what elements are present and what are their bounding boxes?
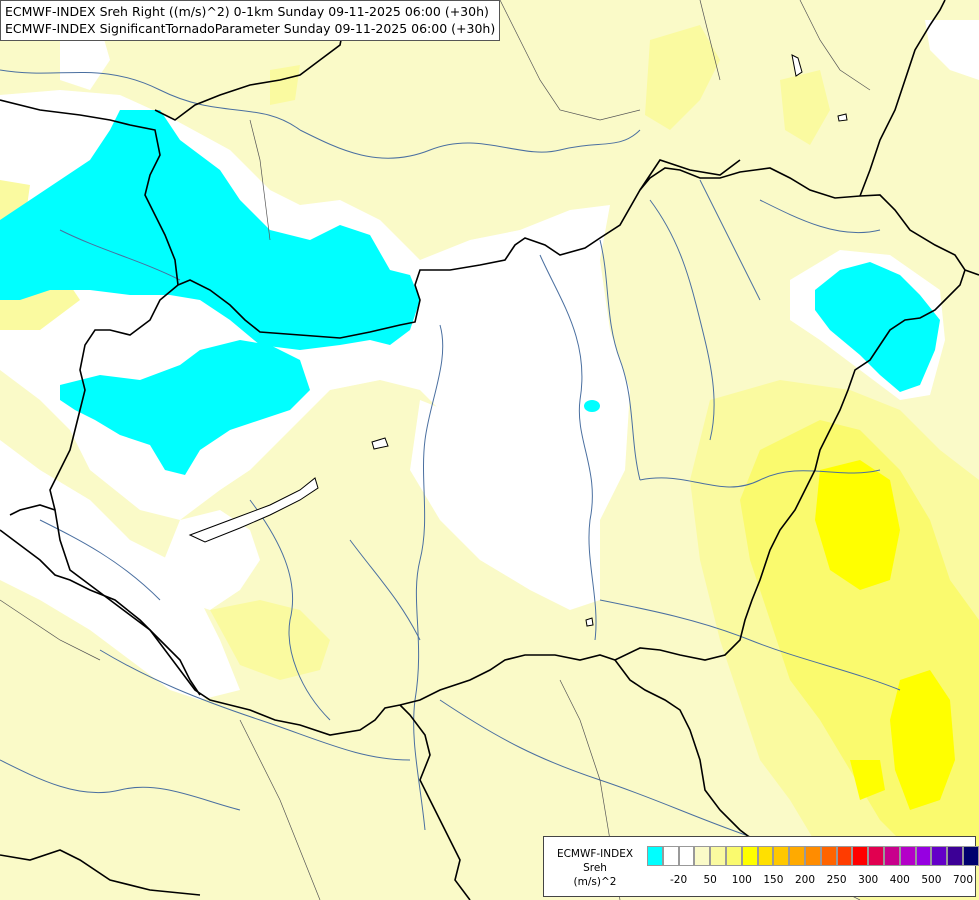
legend-swatch — [804, 846, 821, 866]
lakes — [188, 54, 848, 627]
legend-swatch — [852, 846, 869, 866]
legend-tick-label: 300 — [858, 874, 879, 886]
legend-swatch — [915, 846, 932, 866]
legend-tick-label: -20 — [670, 874, 688, 886]
legend-tick-label: 700 — [952, 874, 974, 886]
legend-tick-label: 150 — [763, 874, 784, 886]
legend-tick-label: 50 — [703, 874, 717, 886]
legend-label-line-1: ECMWF-INDEX — [556, 848, 634, 860]
yellow-core-areas — [815, 460, 955, 810]
legend-label-line-2: Sreh — [583, 862, 607, 874]
legend-tick-label: 100 — [731, 874, 752, 886]
legend-swatch — [647, 846, 663, 866]
legend-swatch — [836, 846, 853, 866]
legend-swatch — [899, 846, 916, 866]
legend-label: ECMWF-INDEX Sreh (m/s)^2 — [548, 847, 642, 889]
legend-swatches — [647, 846, 979, 866]
legend-tick-label: 200 — [794, 874, 816, 886]
legend-swatch — [662, 846, 679, 866]
legend-swatch — [962, 846, 979, 866]
legend-swatch — [883, 846, 900, 866]
legend-tick-label: 250 — [826, 874, 847, 886]
color-legend: ECMWF-INDEX Sreh (m/s)^2 -20 50 100 150 200 2… — [543, 836, 979, 897]
legend-swatch — [757, 846, 774, 866]
legend-swatch — [773, 846, 790, 866]
legend-tick-label: 500 — [921, 874, 942, 886]
legend-tick-label: 400 — [889, 874, 910, 886]
legend-swatch — [741, 846, 758, 866]
legend-swatch — [710, 846, 726, 866]
legend-swatch — [820, 846, 837, 866]
legend-swatch — [678, 846, 695, 866]
legend-swatch — [947, 846, 963, 866]
legend-swatch — [789, 846, 805, 866]
map-title-box: ECMWF-INDEX Sreh Right ((m/s)^2) 0-1km S… — [0, 0, 501, 41]
legend-swatch — [694, 846, 711, 866]
legend-swatch — [725, 846, 742, 866]
legend-swatch — [868, 846, 884, 866]
legend-label-line-3: (m/s)^2 — [573, 876, 617, 888]
rivers — [0, 69, 901, 841]
legend-swatch — [931, 846, 948, 866]
map-title-line-2: ECMWF-INDEX SignificantTornadoParameter … — [5, 21, 496, 36]
map-title-line-1: ECMWF-INDEX Sreh Right ((m/s)^2) 0-1km S… — [5, 4, 489, 19]
cyan-negative-areas — [0, 110, 940, 475]
